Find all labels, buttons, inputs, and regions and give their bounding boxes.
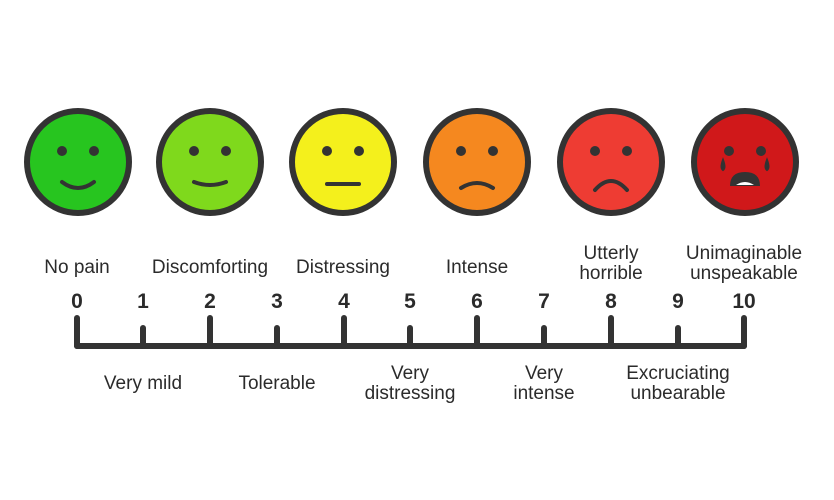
- face-circle: [557, 108, 665, 216]
- mouth-big-frown: [593, 179, 629, 192]
- label-intense-b: intense: [513, 383, 574, 404]
- eye-right: [622, 146, 632, 156]
- tear-right: [764, 157, 770, 172]
- mouth-frown: [459, 181, 495, 190]
- label-tolerable: Tolerable: [238, 373, 315, 394]
- mouth-smile: [192, 180, 228, 187]
- label-utterly: Utterly: [584, 243, 639, 264]
- label-no-pain: No pain: [44, 257, 110, 278]
- label-distressing: Distressing: [296, 257, 390, 278]
- face-discomforting: [156, 108, 264, 216]
- label-discomforting: Discomforting: [152, 257, 268, 278]
- face-circle: [24, 108, 132, 216]
- eye-right: [89, 146, 99, 156]
- scale-number-5: 5: [404, 290, 416, 313]
- face-utterly-horrible: [557, 108, 665, 216]
- eye-right: [221, 146, 231, 156]
- scale-numbers: 0 1 2 3 4 5 6 7 8 9 10: [71, 290, 756, 313]
- face-circle: [423, 108, 531, 216]
- scale-number-8: 8: [605, 290, 617, 313]
- face-circle: [289, 108, 397, 216]
- scale-number-2: 2: [204, 290, 216, 313]
- scale-number-6: 6: [471, 290, 483, 313]
- scale-number-7: 7: [538, 290, 550, 313]
- mouth-crying: [730, 172, 760, 186]
- label-very-mild: Very mild: [104, 373, 182, 394]
- scale-number-9: 9: [672, 290, 684, 313]
- label-excruciating: Excruciating: [626, 363, 730, 384]
- mouth-big-smile: [60, 180, 96, 190]
- face-no-pain: [24, 108, 132, 216]
- label-very-a: Very: [391, 363, 430, 384]
- face-distressing: [289, 108, 397, 216]
- eye-left: [322, 146, 332, 156]
- eye-right: [756, 146, 766, 156]
- eye-left: [724, 146, 734, 156]
- label-unimaginable: Unimaginable: [686, 243, 802, 264]
- face-circle: [691, 108, 799, 216]
- eye-left: [590, 146, 600, 156]
- scale-number-10: 10: [732, 290, 755, 313]
- scale-ruler: [74, 315, 747, 349]
- eye-left: [456, 146, 466, 156]
- label-intense: Intense: [446, 257, 508, 278]
- scale-number-4: 4: [338, 290, 350, 313]
- eye-right: [488, 146, 498, 156]
- scale-number-3: 3: [271, 290, 283, 313]
- eye-left: [57, 146, 67, 156]
- label-unbearable: unbearable: [630, 383, 725, 404]
- face-circle: [156, 108, 264, 216]
- tear-left: [720, 157, 726, 172]
- scale-number-1: 1: [137, 290, 149, 313]
- label-very-b: Very: [525, 363, 564, 384]
- face-intense: [423, 108, 531, 216]
- label-unspeakable: unspeakable: [690, 263, 798, 284]
- eye-right: [354, 146, 364, 156]
- label-distressing-b: distressing: [365, 383, 456, 404]
- eye-left: [189, 146, 199, 156]
- mouth-teeth: [736, 182, 754, 185]
- scale-number-0: 0: [71, 290, 83, 313]
- face-unimaginable: [691, 108, 799, 216]
- label-horrible: horrible: [579, 263, 642, 284]
